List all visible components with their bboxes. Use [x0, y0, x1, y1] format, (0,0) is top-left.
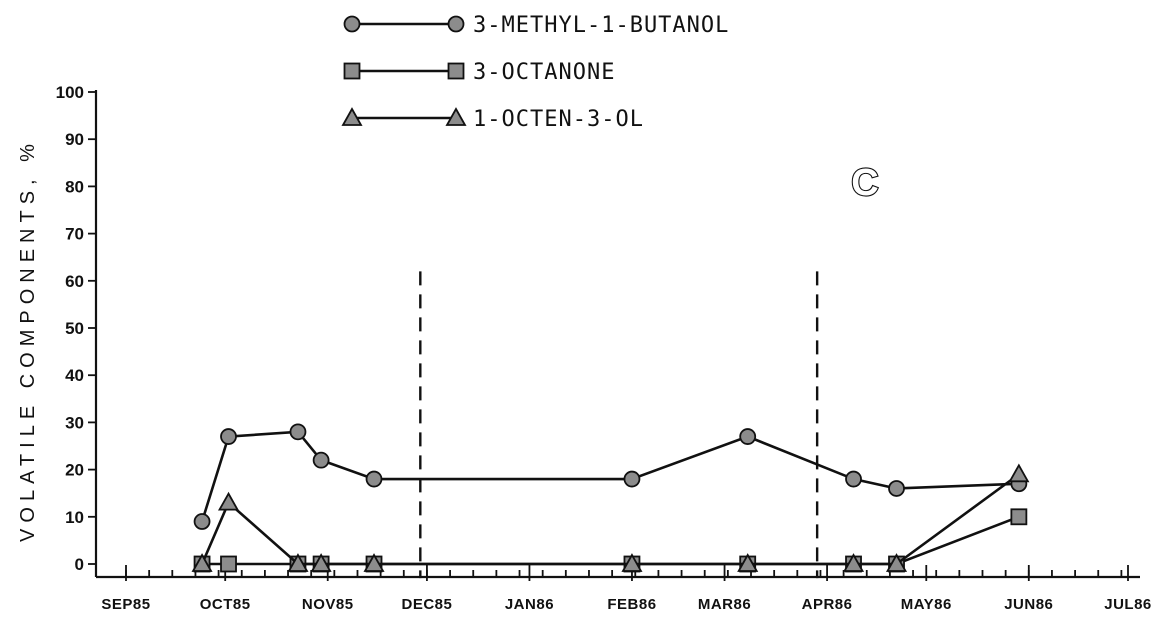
x-tick-label: JUL86: [1104, 596, 1152, 613]
circle-marker: [623, 470, 641, 488]
square-marker: [343, 62, 361, 80]
circle-marker: [312, 451, 330, 469]
triangle-marker: [191, 553, 213, 572]
triangle-marker: [445, 107, 467, 126]
legend-label: 1-OCTEN-3-OL: [473, 107, 644, 132]
y-tick-label: 70: [65, 225, 84, 244]
x-tick-label: APR86: [802, 596, 853, 613]
series-line: [200, 430, 1019, 522]
triangle-marker: [1008, 463, 1030, 483]
series-group: [191, 423, 1030, 573]
triangle-marker: [621, 553, 643, 572]
legend-label: 3-METHYL-1-BUTANOL: [473, 13, 729, 38]
y-tick-label: 50: [65, 319, 84, 338]
series-line: [200, 473, 1020, 566]
x-tick-label: SEP85: [101, 596, 150, 613]
circle-marker: [343, 15, 361, 33]
circle-marker: [888, 480, 905, 497]
series-triangle: [191, 463, 1030, 572]
panel-label: C: [851, 162, 878, 204]
circle-marker: [739, 428, 757, 445]
legend-item: 1-OCTEN-3-OL: [341, 107, 644, 132]
y-tick-label: 90: [65, 130, 84, 149]
circle-marker: [845, 470, 862, 488]
triangle-marker: [341, 107, 363, 126]
legend-item: 3-METHYL-1-BUTANOL: [343, 13, 729, 38]
series-circle: [193, 423, 1028, 530]
vertical-markers: [419, 271, 819, 579]
x-tick-label: JUN86: [1004, 596, 1053, 613]
circle-marker: [193, 513, 211, 530]
triangle-marker: [287, 553, 309, 572]
y-tick-label: 30: [65, 413, 84, 432]
square-marker: [220, 555, 237, 573]
square-marker: [447, 62, 465, 80]
y-axis-label: VOLATILE COMPONENTS, %: [17, 138, 39, 542]
x-tick-label: DEC85: [402, 596, 453, 613]
x-tick-label: MAY86: [901, 596, 952, 613]
y-ticks: 0 10 20 30 40 50 60 70 80 90 100: [56, 83, 96, 574]
y-tick-label: 0: [75, 555, 84, 574]
x-tick-label: NOV85: [302, 596, 354, 613]
triangle-marker: [842, 553, 865, 572]
y-tick-label: 40: [65, 366, 84, 385]
y-tick-label: 60: [65, 272, 84, 291]
triangle-marker: [363, 553, 385, 572]
square-marker: [1010, 508, 1028, 526]
x-tick-label: OCT85: [200, 596, 251, 613]
x-tick-label: FEB86: [607, 596, 656, 613]
legend-label: 3-OCTANONE: [473, 60, 615, 85]
y-tick-label: 10: [65, 508, 84, 527]
triangle-marker: [737, 553, 759, 572]
x-tick-label: JAN86: [505, 596, 554, 613]
circle-marker: [365, 470, 383, 488]
triangle-marker: [217, 491, 240, 511]
triangle-marker: [310, 553, 332, 572]
circle-marker: [447, 15, 465, 33]
legend-item: 3-OCTANONE: [343, 60, 615, 85]
circle-marker: [289, 423, 307, 441]
x-tick-label: MAR86: [698, 596, 751, 613]
y-tick-label: 80: [65, 177, 84, 196]
x-ticks: SEP85 OCT85 NOV85 DEC85 JAN86 FEB86 MAR86 APR86…: [101, 565, 1151, 613]
legend: 3-METHYL-1-BUTANOL 3-OCTANONE 1-OCTEN-3-OL: [341, 13, 729, 132]
triangle-marker: [885, 553, 908, 572]
circle-marker: [220, 428, 237, 445]
y-tick-label: 100: [56, 83, 84, 102]
y-tick-label: 20: [65, 461, 84, 480]
